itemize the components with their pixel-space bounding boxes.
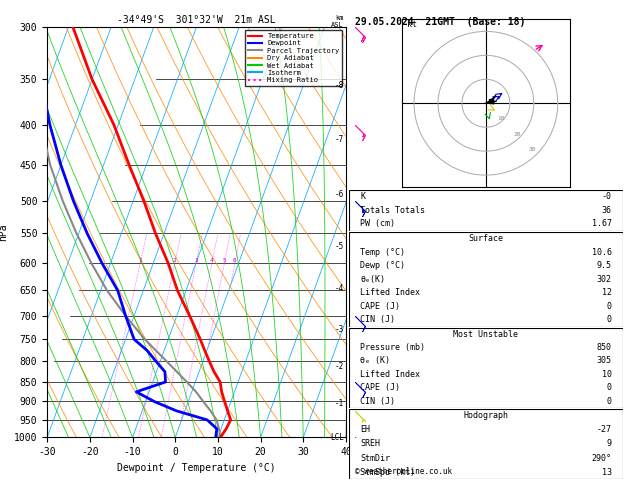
Text: 12: 12: [602, 288, 612, 297]
Text: 36: 36: [602, 206, 612, 215]
Text: LCL: LCL: [330, 433, 344, 442]
Text: Lifted Index: Lifted Index: [360, 370, 420, 379]
Text: -7: -7: [335, 136, 344, 144]
Text: -2: -2: [335, 362, 344, 371]
Text: Most Unstable: Most Unstable: [454, 330, 518, 339]
Text: Hodograph: Hodograph: [464, 411, 508, 420]
X-axis label: Dewpoint / Temperature (°C): Dewpoint / Temperature (°C): [117, 463, 276, 473]
Text: Dewp (°C): Dewp (°C): [360, 261, 405, 270]
Text: Pressure (mb): Pressure (mb): [360, 343, 425, 352]
Text: -0: -0: [602, 192, 612, 201]
Text: 6: 6: [233, 258, 237, 263]
Text: Temp (°C): Temp (°C): [360, 248, 405, 257]
Text: 3: 3: [194, 258, 198, 263]
Text: 2: 2: [173, 258, 177, 263]
Text: PW (cm): PW (cm): [360, 220, 395, 228]
Text: 4: 4: [210, 258, 214, 263]
Text: 29.05.2024  21GMT  (Base: 18): 29.05.2024 21GMT (Base: 18): [355, 17, 526, 27]
Text: StmDir: StmDir: [360, 453, 390, 463]
Text: -3: -3: [335, 325, 344, 333]
Text: CIN (J): CIN (J): [360, 315, 395, 324]
Text: K: K: [360, 192, 365, 201]
Text: 290°: 290°: [592, 453, 612, 463]
Text: 1.67: 1.67: [592, 220, 612, 228]
Text: Totals Totals: Totals Totals: [360, 206, 425, 215]
Text: -1: -1: [335, 399, 344, 408]
Text: 9.5: 9.5: [597, 261, 612, 270]
Text: CAPE (J): CAPE (J): [360, 383, 400, 392]
Text: CIN (J): CIN (J): [360, 397, 395, 406]
Text: EH: EH: [360, 425, 370, 434]
Text: -8: -8: [335, 81, 344, 89]
Text: 0: 0: [607, 315, 612, 324]
Text: 0: 0: [607, 383, 612, 392]
Text: 9: 9: [607, 439, 612, 449]
Text: Lifted Index: Lifted Index: [360, 288, 420, 297]
Text: 30: 30: [529, 147, 537, 153]
Legend: Temperature, Dewpoint, Parcel Trajectory, Dry Adiabat, Wet Adiabat, Isotherm, Mi: Temperature, Dewpoint, Parcel Trajectory…: [245, 30, 342, 86]
Text: 850: 850: [597, 343, 612, 352]
Title: -34°49'S  301°32'W  21m ASL: -34°49'S 301°32'W 21m ASL: [117, 15, 276, 25]
Text: 0: 0: [607, 397, 612, 406]
Text: 10: 10: [498, 116, 505, 122]
Text: -6: -6: [335, 190, 344, 199]
Text: 20: 20: [513, 132, 521, 137]
Text: θₑ(K): θₑ(K): [360, 275, 385, 284]
Text: 10.6: 10.6: [592, 248, 612, 257]
Text: -4: -4: [335, 284, 344, 294]
Y-axis label: hPa: hPa: [0, 223, 8, 241]
Text: CAPE (J): CAPE (J): [360, 302, 400, 311]
Text: 10: 10: [602, 370, 612, 379]
Text: kt: kt: [407, 19, 417, 29]
Text: -27: -27: [597, 425, 612, 434]
Text: 305: 305: [597, 356, 612, 365]
Text: SREH: SREH: [360, 439, 380, 449]
Text: 302: 302: [597, 275, 612, 284]
Text: 13: 13: [602, 468, 612, 477]
Text: 5: 5: [223, 258, 226, 263]
Text: 1: 1: [138, 258, 142, 263]
Text: km
ASL: km ASL: [331, 16, 344, 29]
Text: -5: -5: [335, 243, 344, 251]
Text: 0: 0: [607, 302, 612, 311]
Text: θₑ (K): θₑ (K): [360, 356, 390, 365]
Text: © weatheronline.co.uk: © weatheronline.co.uk: [355, 467, 452, 476]
Text: Surface: Surface: [469, 234, 503, 243]
Text: StmSpd (kt): StmSpd (kt): [360, 468, 415, 477]
